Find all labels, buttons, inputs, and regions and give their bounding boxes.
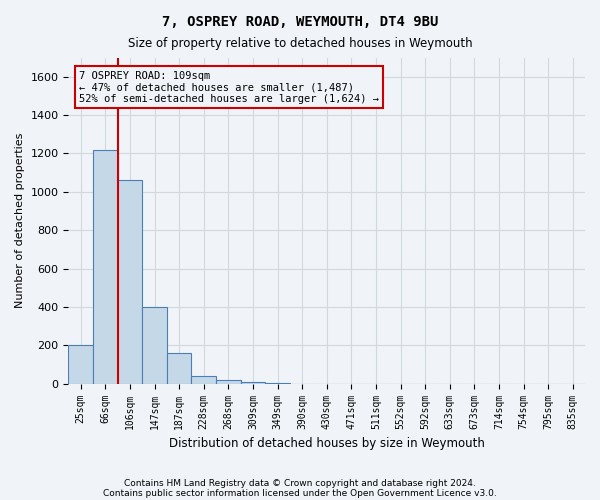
Bar <box>216 380 241 384</box>
Text: 7 OSPREY ROAD: 109sqm
← 47% of detached houses are smaller (1,487)
52% of semi-d: 7 OSPREY ROAD: 109sqm ← 47% of detached … <box>79 70 379 104</box>
Bar <box>142 307 167 384</box>
Text: 7, OSPREY ROAD, WEYMOUTH, DT4 9BU: 7, OSPREY ROAD, WEYMOUTH, DT4 9BU <box>162 15 438 29</box>
Bar <box>241 382 265 384</box>
Bar <box>93 150 118 384</box>
Bar <box>68 346 93 384</box>
Y-axis label: Number of detached properties: Number of detached properties <box>15 133 25 308</box>
Text: Contains public sector information licensed under the Open Government Licence v3: Contains public sector information licen… <box>103 488 497 498</box>
X-axis label: Distribution of detached houses by size in Weymouth: Distribution of detached houses by size … <box>169 437 485 450</box>
Bar <box>118 180 142 384</box>
Text: Size of property relative to detached houses in Weymouth: Size of property relative to detached ho… <box>128 38 472 51</box>
Bar <box>167 353 191 384</box>
Bar <box>191 376 216 384</box>
Text: Contains HM Land Registry data © Crown copyright and database right 2024.: Contains HM Land Registry data © Crown c… <box>124 478 476 488</box>
Bar <box>265 382 290 384</box>
